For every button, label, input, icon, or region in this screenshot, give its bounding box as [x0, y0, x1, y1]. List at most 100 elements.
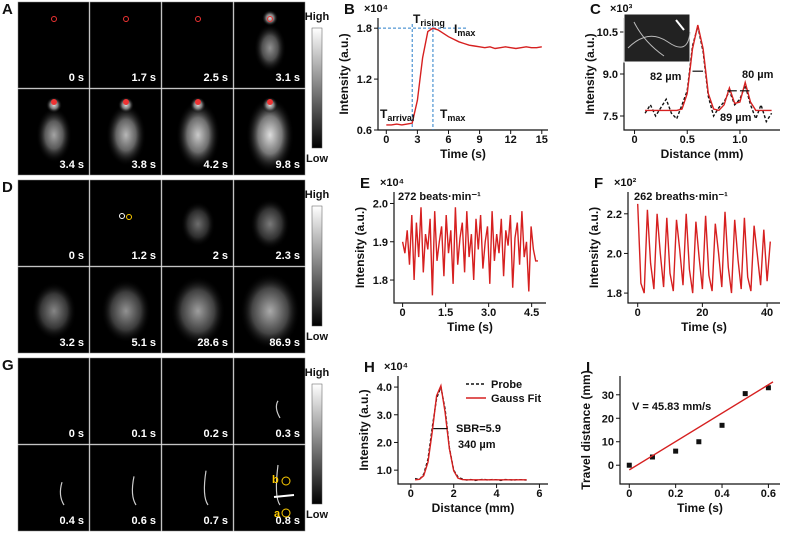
annotation: 89 µm	[720, 112, 752, 124]
time-label: 0 s	[69, 428, 84, 440]
x-axis-label: Time (s)	[677, 501, 723, 515]
annotation: Imax	[454, 22, 475, 38]
annotation-text: SBR=5.9	[456, 423, 501, 435]
axis-multiplier: ×10⁴	[364, 3, 388, 15]
axis-multiplier: ×10⁴	[380, 177, 404, 189]
x-tick-label: 3.0	[481, 307, 496, 319]
panel-letter: I	[586, 359, 590, 376]
mouse-signal	[240, 273, 300, 349]
x-axis-label: Time (s)	[440, 147, 486, 161]
time-label: 3.1 s	[276, 72, 300, 84]
y-tick-label: 1.8	[607, 288, 622, 300]
colorbar	[311, 27, 323, 149]
y-axis-label: Intensity (a.u.)	[357, 389, 371, 470]
vessel-signal	[59, 481, 65, 506]
x-tick-label: 20	[696, 307, 708, 319]
vessel-signal	[275, 464, 281, 506]
x-axis-label: Time (s)	[447, 320, 493, 334]
axis-multiplier: ×10³	[610, 3, 633, 15]
y-tick-label: 1.0	[377, 465, 392, 477]
x-tick-label: 6	[536, 488, 542, 500]
annotation-subscript: rising	[420, 18, 445, 28]
data-point	[649, 454, 655, 460]
colorbar-high: High	[305, 367, 330, 379]
roi-marker	[267, 16, 273, 22]
axis-multiplier: ×10²	[614, 177, 637, 189]
x-tick-label: 0	[635, 307, 641, 319]
x-tick-label: 4	[494, 488, 501, 500]
mouse-signal	[106, 103, 146, 167]
x-tick-label: 4.5	[524, 307, 539, 319]
time-label: 0 s	[69, 250, 84, 262]
data-point	[696, 439, 702, 445]
roi-marker	[281, 508, 291, 518]
x-tick-label: 1.0	[732, 134, 747, 146]
annotation: Trising	[413, 12, 445, 28]
y-tick-label: 1.8	[373, 275, 388, 287]
x-tick-label: 0.4	[714, 488, 730, 500]
x-tick-label: 40	[761, 307, 773, 319]
inset-image	[623, 13, 691, 63]
time-label: 0.7 s	[204, 515, 228, 527]
mouse-signal	[176, 100, 220, 170]
image-frame	[161, 444, 234, 532]
roi-marker	[281, 476, 291, 486]
time-label: 1.2 s	[132, 250, 156, 262]
roi-marker	[51, 16, 57, 22]
time-label: 28.6 s	[197, 337, 228, 349]
x-tick-label: 0	[408, 488, 414, 500]
scale-bar	[273, 494, 295, 498]
x-tick-label: 0	[400, 307, 406, 319]
vessel-signal	[203, 470, 209, 506]
panel-letter: F	[594, 175, 603, 192]
x-tick-label: 0.5	[680, 134, 695, 146]
annotation: 272 beats·min⁻¹	[398, 191, 481, 203]
image-frame	[233, 444, 306, 532]
mouse-signal	[36, 107, 72, 163]
roi-marker	[119, 213, 125, 219]
x-tick-label: 6	[445, 134, 451, 146]
y-axis-label: Travel distance (mm)	[579, 370, 593, 489]
x-tick-label: 0	[626, 488, 632, 500]
panel-letter: G	[2, 357, 14, 374]
roi-marker	[195, 99, 201, 105]
data-point	[765, 385, 771, 391]
mouse-signal	[170, 276, 226, 346]
time-label: 4.2 s	[204, 159, 228, 171]
y-tick-label: 2.0	[377, 437, 392, 449]
y-tick-label: 7.5	[603, 111, 618, 123]
data-line	[645, 24, 772, 112]
annotation: 340 µm	[458, 439, 496, 451]
mouse-signal	[254, 23, 286, 73]
axis-multiplier: ×10⁴	[384, 361, 408, 373]
annotation: Tmax	[440, 107, 465, 123]
x-tick-label: 12	[505, 134, 517, 146]
annotation-subscript: arrival	[387, 113, 414, 123]
mouse-signal	[246, 97, 294, 173]
data-line	[637, 203, 771, 294]
x-tick-label: 0	[631, 134, 637, 146]
y-axis-label: Intensity (a.u.)	[353, 207, 367, 288]
data-line	[628, 381, 774, 471]
y-axis-label: Intensity (a.u.)	[583, 33, 597, 114]
panel-letter: B	[344, 1, 355, 18]
time-label: 86.9 s	[269, 337, 300, 349]
time-label: 3.4 s	[60, 159, 84, 171]
axes	[393, 192, 546, 304]
annotation-text: 340 µm	[458, 439, 496, 451]
annotation-text: I	[454, 22, 457, 36]
y-tick-label: 2.2	[607, 209, 622, 221]
annotation: Tarrival	[380, 107, 414, 123]
y-tick-label: 0	[608, 460, 614, 472]
x-axis-label: Time (s)	[681, 320, 727, 334]
image-frame	[89, 179, 162, 267]
marker-label: a	[274, 508, 281, 520]
mouse-signal	[31, 282, 77, 340]
image-frame	[161, 357, 234, 445]
y-tick-label: 10	[602, 437, 614, 449]
x-tick-label: 0.2	[668, 488, 683, 500]
data-point	[719, 422, 725, 428]
image-frame	[17, 357, 90, 445]
data-line	[415, 383, 527, 481]
vessel-signal	[275, 400, 281, 419]
